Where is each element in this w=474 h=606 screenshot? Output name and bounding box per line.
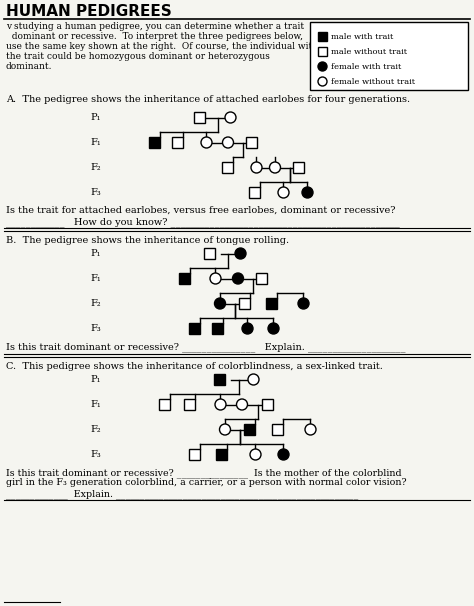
Circle shape: [278, 449, 289, 460]
Bar: [204, 248, 216, 259]
Bar: [190, 323, 201, 334]
Text: Is this trait dominant or recessive? _______________  Is the mother of the color: Is this trait dominant or recessive? ___…: [6, 468, 401, 478]
Bar: [256, 273, 267, 284]
Bar: [318, 32, 327, 41]
Circle shape: [219, 424, 230, 435]
Bar: [245, 424, 255, 435]
Bar: [212, 323, 224, 334]
Circle shape: [298, 298, 309, 309]
Text: _____________  Explain. ___________________________________________________: _____________ Explain. _________________…: [6, 489, 358, 499]
Bar: [149, 137, 161, 148]
Text: HUMAN PEDIGREES: HUMAN PEDIGREES: [6, 4, 172, 19]
Text: Is the trait for attached earlobes, versus free earlobes, dominant or recessive?: Is the trait for attached earlobes, vers…: [6, 206, 395, 215]
Text: B.  The pedigree shows the inheritance of tongue rolling.: B. The pedigree shows the inheritance of…: [6, 236, 289, 245]
Circle shape: [235, 248, 246, 259]
Text: P₁: P₁: [90, 249, 100, 258]
Text: female without trait: female without trait: [331, 78, 415, 86]
Circle shape: [210, 273, 221, 284]
Circle shape: [305, 424, 316, 435]
Text: male without trait: male without trait: [331, 48, 407, 56]
Circle shape: [318, 62, 327, 71]
Circle shape: [302, 187, 313, 198]
Circle shape: [225, 112, 236, 123]
Text: male with trait: male with trait: [331, 33, 393, 41]
Bar: [318, 47, 327, 56]
Bar: [293, 162, 304, 173]
Text: use the same key shown at the right.  Of course, the individual with: use the same key shown at the right. Of …: [6, 42, 318, 51]
Circle shape: [250, 449, 261, 460]
Text: F₁: F₁: [90, 400, 101, 409]
Circle shape: [268, 323, 279, 334]
Text: F₃: F₃: [90, 450, 101, 459]
Circle shape: [242, 323, 253, 334]
Text: F₂: F₂: [90, 299, 100, 308]
Bar: [184, 399, 195, 410]
Text: P₁: P₁: [90, 375, 100, 384]
Circle shape: [222, 137, 234, 148]
Text: F₁: F₁: [90, 274, 101, 283]
Circle shape: [248, 374, 259, 385]
Bar: [310, 22, 468, 90]
Text: the trait could be homozygous dominant or heterozygous: the trait could be homozygous dominant o…: [6, 52, 270, 61]
Bar: [194, 112, 206, 123]
Bar: [263, 399, 273, 410]
Bar: [222, 162, 234, 173]
Bar: [239, 298, 250, 309]
Bar: [173, 137, 183, 148]
Bar: [266, 298, 277, 309]
Text: F₂: F₂: [90, 163, 100, 172]
Text: P₁: P₁: [90, 113, 100, 122]
Text: Is this trait dominant or recessive? _______________   Explain. ________________: Is this trait dominant or recessive? ___…: [6, 342, 405, 351]
Text: F₃: F₃: [90, 324, 101, 333]
Text: A.  The pedigree shows the inheritance of attached earlobes for four generations: A. The pedigree shows the inheritance of…: [6, 95, 410, 104]
Bar: [273, 424, 283, 435]
Bar: [249, 187, 261, 198]
Circle shape: [270, 162, 281, 173]
Text: female with trait: female with trait: [331, 63, 401, 71]
Text: dominant or recessive.  To interpret the three pedigrees below,: dominant or recessive. To interpret the …: [6, 32, 303, 41]
Text: F₂: F₂: [90, 425, 100, 434]
Text: ____________   How do you know? _______________________________________________: ____________ How do you know? __________…: [6, 217, 400, 227]
Circle shape: [318, 77, 327, 86]
Bar: [246, 137, 257, 148]
Bar: [159, 399, 171, 410]
Circle shape: [237, 399, 247, 410]
Circle shape: [233, 273, 244, 284]
Circle shape: [201, 137, 212, 148]
Circle shape: [251, 162, 262, 173]
Bar: [215, 374, 226, 385]
Bar: [180, 273, 191, 284]
Text: girl in the F₃ generation colorblind, a carrier, or a person with normal color v: girl in the F₃ generation colorblind, a …: [6, 478, 407, 487]
Circle shape: [215, 399, 226, 410]
Text: v studying a human pedigree, you can determine whether a trait: v studying a human pedigree, you can det…: [6, 22, 304, 31]
Bar: [217, 449, 228, 460]
Circle shape: [278, 187, 289, 198]
Text: F₃: F₃: [90, 188, 101, 197]
Text: dominant.: dominant.: [6, 62, 53, 71]
Text: F₁: F₁: [90, 138, 101, 147]
Text: C.  This pedigree shows the inheritance of colorblindness, a sex-linked trait.: C. This pedigree shows the inheritance o…: [6, 362, 383, 371]
Circle shape: [215, 298, 226, 309]
Bar: [190, 449, 201, 460]
